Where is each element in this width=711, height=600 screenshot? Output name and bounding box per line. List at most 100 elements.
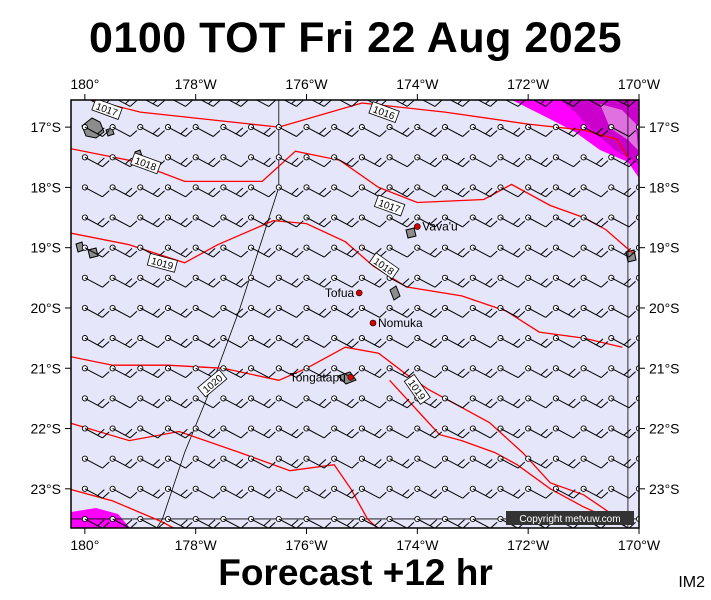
wind-barb [303, 184, 332, 198]
rain-area-southwest [71, 508, 130, 528]
wind-barb [109, 335, 138, 348]
wind-barb [248, 335, 276, 348]
wind-barb [137, 485, 165, 499]
wind-barb [469, 214, 498, 228]
wind-barb [220, 154, 249, 168]
map-frame [70, 99, 640, 529]
axis-ticks: 180° 180° 178°W 178°W 176°W 176°W 174°W 174°W 17… [30, 76, 679, 553]
wind-barb [137, 304, 165, 318]
wind-barb [386, 365, 415, 379]
wind-barb [303, 154, 332, 168]
isobar-line-0 [89, 100, 629, 158]
rain-shading [71, 100, 639, 528]
wind-barb [469, 515, 498, 528]
wind-barb [608, 365, 636, 379]
wind-barb [331, 274, 359, 288]
wind-barb [414, 304, 443, 318]
wind-barb [81, 124, 110, 137]
lat-label-left: 22°S [30, 421, 61, 437]
wind-barb [414, 244, 443, 258]
wind-barb [469, 274, 498, 288]
place-label: Tofua [325, 286, 355, 300]
wind-barb [386, 304, 415, 318]
wind-barb [275, 274, 304, 288]
wind-barb [552, 365, 581, 379]
wind-barb [81, 455, 110, 469]
wind-barb [164, 274, 193, 288]
image-label: IM2 [678, 574, 705, 591]
wind-barb [552, 395, 581, 409]
wind-barb [192, 485, 221, 499]
wind-barb [303, 335, 332, 348]
wind-barb [164, 335, 193, 348]
wind-barb [441, 365, 470, 379]
place-dot [355, 289, 363, 297]
wind-barb [192, 455, 221, 469]
wind-barb [248, 485, 276, 499]
wind-barb [192, 184, 221, 198]
wind-barb [192, 395, 221, 409]
wind-barb [303, 244, 332, 258]
wind-barb [164, 485, 193, 499]
wind-barb [386, 244, 415, 258]
wind-barb [608, 425, 636, 439]
wind-barb [580, 184, 609, 198]
wind-barb [109, 274, 138, 288]
wind-barb [81, 214, 110, 228]
wind-barb [497, 335, 526, 348]
wind-barb [220, 335, 249, 348]
wind-barb [248, 154, 276, 168]
wind-barb [608, 124, 636, 137]
island-5 [389, 285, 401, 301]
map-title: 0100 TOT Fri 22 Aug 2025 [88, 14, 623, 62]
wind-barb [414, 485, 443, 499]
wind-barb [608, 154, 636, 168]
wind-barb [137, 214, 165, 228]
wind-barb [192, 425, 221, 439]
wind-barb [220, 485, 249, 499]
wind-barb [552, 124, 581, 137]
wind-barb [164, 214, 193, 228]
wind-barb [608, 184, 636, 198]
wind-barb [635, 214, 639, 221]
wind-barb [608, 485, 636, 499]
wind-barb [275, 515, 304, 528]
wind-barb [192, 515, 221, 528]
wind-barb [275, 154, 304, 168]
wind-barb [638, 100, 639, 101]
wind-barb [525, 154, 553, 168]
wind-barb [358, 455, 387, 469]
wind-barb [137, 455, 165, 469]
wind-barb [220, 184, 249, 198]
wind-barb [81, 304, 110, 318]
wind-barb [580, 274, 609, 288]
wind-barb [109, 455, 138, 469]
wind-barb [469, 425, 498, 439]
wind-barb [358, 274, 387, 288]
lon-label-top: 176°W [285, 76, 328, 92]
wind-barb [441, 154, 470, 168]
wind-barb [635, 274, 639, 281]
wind-barb [469, 365, 498, 379]
wind-barb [109, 124, 138, 137]
isobar-line-4 [71, 422, 379, 528]
wind-barb [580, 485, 609, 499]
wind-barb [525, 395, 553, 409]
wind-barb [275, 184, 304, 198]
wind-barb [469, 184, 498, 198]
wind-barb [275, 214, 304, 228]
wind-barb [248, 274, 276, 288]
wind-barb [275, 455, 304, 469]
wind-barb [358, 335, 387, 348]
wind-barb [441, 214, 470, 228]
wind-barb [164, 184, 193, 198]
wind-barb [583, 100, 609, 107]
wind-barb [552, 455, 581, 469]
wind-barb [275, 244, 304, 258]
wind-barb [109, 395, 138, 409]
wind-barb [499, 100, 526, 107]
wind-barb [220, 214, 249, 228]
wind-barb [580, 455, 609, 469]
wind-barb [469, 304, 498, 318]
